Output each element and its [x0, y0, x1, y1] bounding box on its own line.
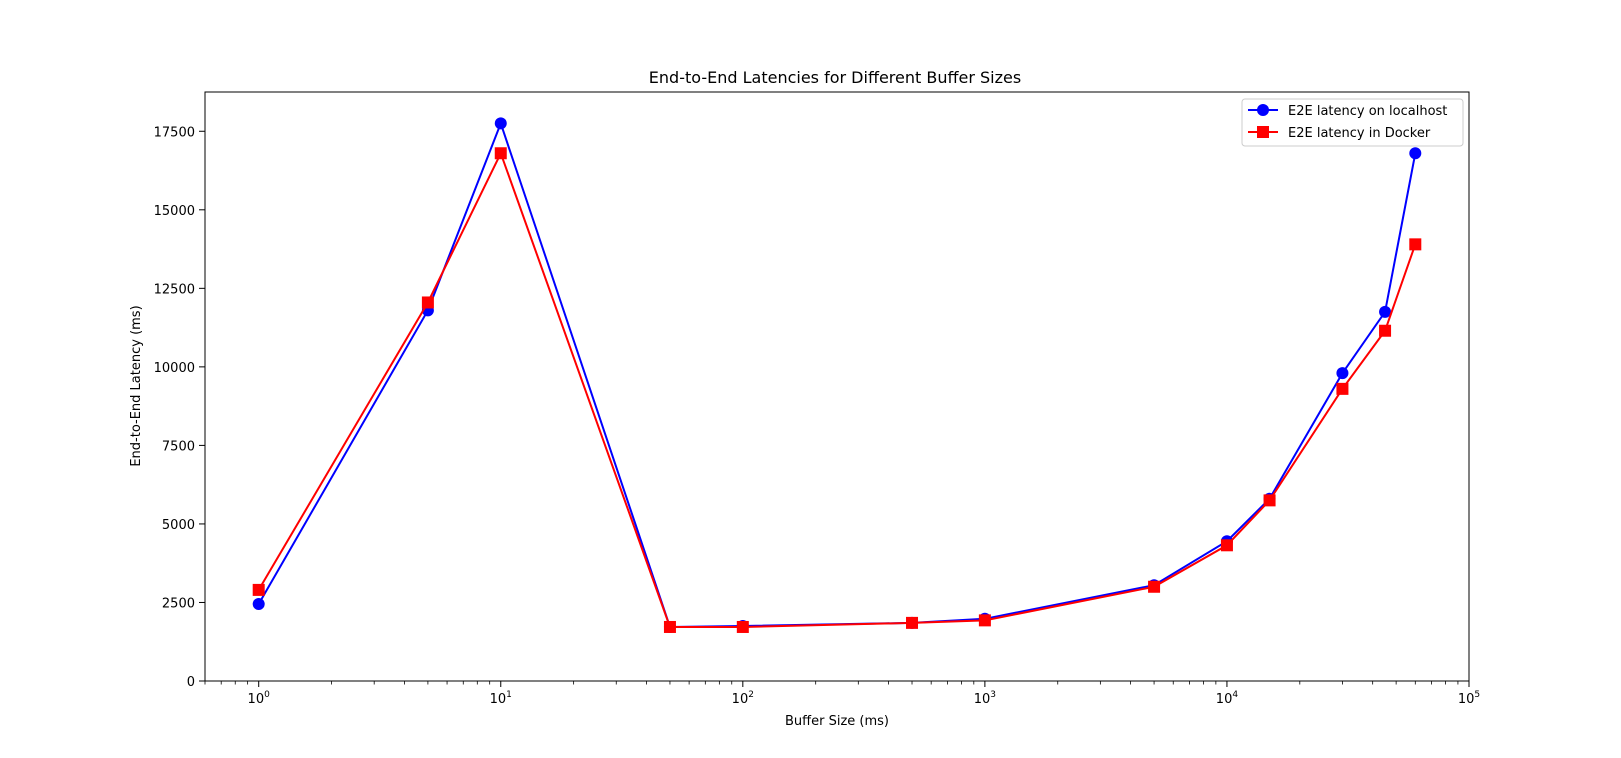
x-tick-label: 104 [1216, 690, 1239, 707]
series-line [259, 153, 1416, 627]
legend-marker [1257, 126, 1269, 138]
x-axis-label: Buffer Size (ms) [785, 714, 889, 729]
chart-title: End-to-End Latencies for Different Buffe… [649, 68, 1021, 87]
y-axis-label: End-to-End Latency (ms) [129, 305, 144, 466]
data-point [979, 614, 991, 626]
y-tick-label: 17500 [154, 125, 195, 140]
legend-label: E2E latency in Docker [1288, 126, 1431, 141]
y-tick-label: 2500 [162, 596, 195, 611]
data-point [1379, 325, 1391, 337]
x-tick-label: 100 [248, 690, 271, 707]
data-point [253, 584, 265, 596]
legend-label: E2E latency on localhost [1288, 104, 1447, 119]
y-tick-label: 5000 [162, 518, 195, 533]
y-tick-label: 7500 [162, 439, 195, 454]
x-tick-label: 103 [974, 690, 996, 707]
series-1 [253, 117, 1422, 633]
plot-area [205, 92, 1469, 681]
y-tick-label: 10000 [154, 361, 195, 376]
y-tick-label: 15000 [154, 204, 195, 219]
data-point [1336, 383, 1348, 395]
data-point [1221, 539, 1233, 551]
x-tick-label: 102 [732, 690, 754, 707]
data-point [1409, 147, 1421, 159]
y-tick-label: 12500 [154, 282, 195, 297]
data-point [1148, 581, 1160, 593]
data-point [495, 147, 507, 159]
data-point [737, 621, 749, 633]
data-point [1336, 367, 1348, 379]
data-point [906, 617, 918, 629]
x-tick-label: 105 [1458, 690, 1480, 707]
data-point [495, 117, 507, 129]
data-point [253, 598, 265, 610]
data-point [664, 621, 676, 633]
data-point [1409, 238, 1421, 250]
x-tick-label: 101 [490, 690, 512, 707]
y-axis: 0 2500 5000 7500 10000 12500 15000 17500 [154, 125, 205, 690]
y-tick-label: 0 [187, 675, 195, 690]
series-layer [253, 117, 1422, 633]
series-line [259, 123, 1416, 627]
legend: E2E latency on localhost E2E latency in D… [1242, 99, 1463, 146]
data-point [422, 296, 434, 308]
legend-marker [1257, 104, 1269, 116]
data-point [1264, 494, 1276, 506]
x-axis: 100 101 102 103 104 105 [205, 681, 1480, 707]
series-2 [253, 147, 1422, 633]
